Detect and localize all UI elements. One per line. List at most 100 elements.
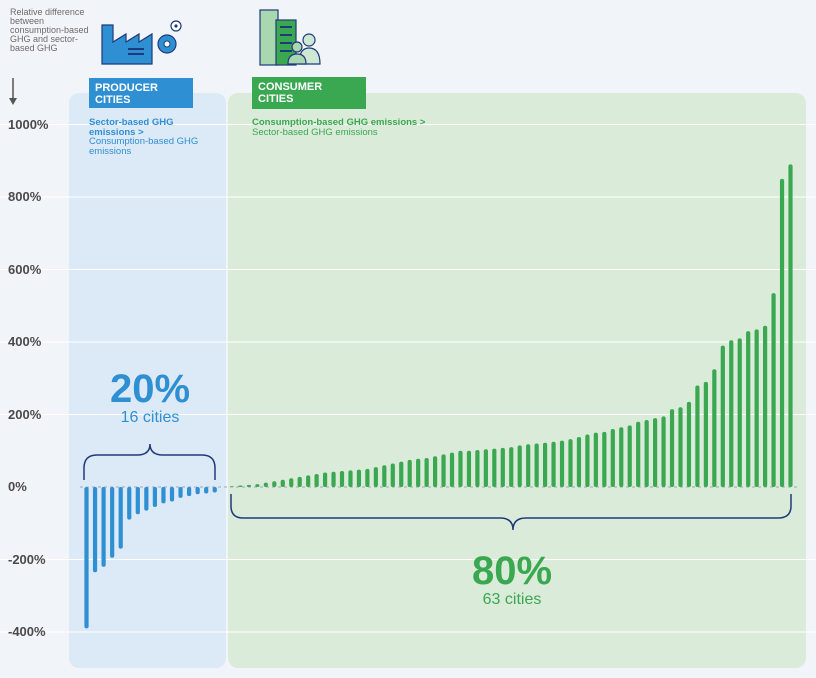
producer-bar: [92, 487, 98, 573]
producer-bar: [118, 487, 123, 549]
consumer-bar: [263, 482, 268, 487]
consumer-bar: [331, 471, 336, 487]
consumer-bar: [610, 429, 615, 487]
producer-bar: [178, 487, 183, 498]
consumer-bar: [788, 164, 793, 487]
consumer-bar: [306, 475, 311, 487]
consumer-bar: [703, 381, 708, 487]
consumer-note-bold: Consumption-based GHG emissions: [252, 117, 418, 128]
consumer-bar: [365, 468, 370, 487]
producer-panel: [69, 93, 226, 668]
consumer-bar: [585, 434, 590, 487]
producer-bar: [127, 487, 132, 520]
consumer-bar: [678, 407, 683, 487]
producer-bar: [84, 487, 89, 629]
consumer-bar: [517, 445, 522, 487]
consumer-bar: [619, 427, 624, 487]
consumer-bar: [509, 447, 514, 487]
y-tick-label: -200%: [8, 551, 46, 567]
consumer-bar: [729, 340, 734, 487]
producer-count: 16 cities: [120, 409, 180, 426]
consumer-bar: [602, 431, 607, 487]
producer-bar: [212, 487, 217, 493]
consumer-note-rest: Sector-based GHG emissions: [252, 126, 378, 138]
consumer-bar: [568, 439, 573, 487]
producer-bar: [144, 487, 149, 511]
arrow-down-icon: [9, 78, 17, 105]
producer-bar: [110, 487, 115, 558]
consumer-bar: [238, 485, 243, 487]
consumer-bar: [280, 479, 285, 487]
y-tick-label: -400%: [8, 624, 46, 639]
consumer-bar: [534, 443, 539, 487]
y-axis-note: Relative difference between consumption-…: [10, 7, 89, 53]
producer-bar: [152, 487, 157, 507]
producer-note-rest: Consumption-based GHG emissions: [89, 136, 199, 157]
consumer-percent: 80%: [471, 549, 553, 593]
consumer-bar: [653, 418, 658, 487]
consumer-bar: [712, 369, 717, 487]
consumer-bar: [356, 469, 362, 487]
consumer-bar: [737, 338, 742, 487]
producer-bar: [195, 487, 200, 495]
consumer-cities-tag: CONSUMER CITIES: [252, 77, 366, 109]
producer-note-bold: Sector-based GHG emissions: [89, 117, 174, 138]
consumer-bar: [348, 470, 353, 487]
consumer-bar: [399, 461, 404, 487]
consumer-bar: [559, 440, 565, 487]
y-tick-label: 800%: [8, 189, 42, 204]
consumer-bar: [432, 456, 438, 487]
consumer-bar: [636, 421, 641, 487]
consumer-bar: [382, 465, 387, 487]
producer-bar: [161, 487, 166, 504]
consumer-bar: [542, 442, 548, 487]
consumer-bar: [763, 325, 768, 487]
y-tick-label: 400%: [8, 334, 42, 349]
consumer-bar: [272, 481, 277, 487]
consumer-bar: [526, 444, 531, 487]
consumer-bar: [720, 345, 725, 487]
producer-summary: 20% 16 cities: [90, 369, 210, 427]
consumer-bar: [373, 467, 378, 487]
consumer-bar: [551, 441, 556, 487]
consumer-bar: [771, 293, 776, 487]
consumer-bar: [297, 476, 302, 487]
factory-icon: [101, 20, 182, 65]
consumer-bar: [779, 178, 785, 487]
consumer-bar: [483, 449, 488, 487]
consumer-brace: [230, 494, 792, 531]
y-tick-label: 0%: [8, 479, 27, 494]
consumer-bar: [229, 486, 235, 487]
producer-brace: [83, 443, 216, 480]
consumer-bar: [322, 472, 328, 487]
consumer-bar: [754, 329, 759, 487]
consumer-note: Consumption-based GHG emissions > Sector…: [252, 117, 426, 138]
producer-percent: 20%: [109, 367, 191, 411]
consumer-bar: [314, 473, 319, 487]
consumer-bar: [289, 478, 294, 487]
consumer-bar: [576, 436, 582, 487]
producer-cities-tag: PRODUCER CITIES: [89, 78, 193, 108]
consumer-bar: [390, 463, 395, 487]
consumer-bar: [644, 419, 649, 487]
consumer-bar: [627, 425, 632, 487]
producer-bar: [204, 487, 209, 494]
producer-bar: [101, 487, 106, 567]
producer-bar: [187, 487, 192, 497]
consumer-bar: [449, 452, 455, 487]
consumer-bar: [246, 484, 252, 487]
consumer-count: 63 cities: [482, 591, 542, 608]
y-tick-label: 1000%: [8, 116, 49, 132]
consumer-bar: [416, 458, 421, 487]
y-tick-label: 600%: [8, 261, 42, 277]
producer-note: Sector-based GHG emissions > Consumption…: [89, 117, 199, 157]
city-people-icon: [259, 9, 321, 66]
consumer-bar: [424, 458, 429, 487]
consumer-bar: [492, 448, 497, 487]
producer-bar: [169, 487, 175, 502]
consumer-bar: [661, 416, 666, 487]
consumer-bar: [466, 450, 472, 487]
consumer-bar: [686, 401, 692, 487]
